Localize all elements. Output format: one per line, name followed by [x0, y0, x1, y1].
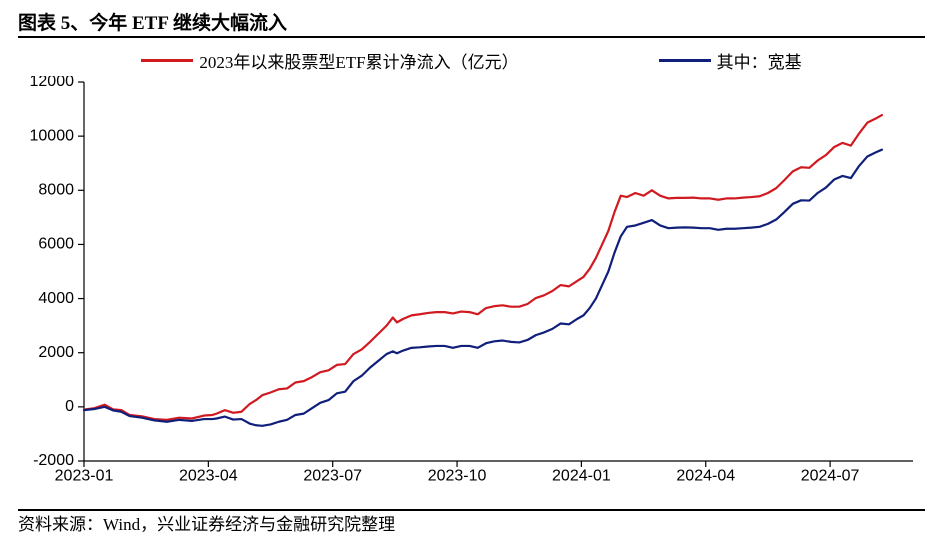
figure-container: 图表 5、今年 ETF 继续大幅流入 2023年以来股票型ETF累计净流入（亿元… — [0, 0, 943, 541]
title-rule — [18, 36, 925, 38]
source-text: 资料来源：Wind，兴业证券经济与金融研究院整理 — [18, 510, 395, 535]
svg-text:12000: 12000 — [30, 76, 75, 90]
svg-text:2023-07: 2023-07 — [303, 467, 362, 484]
svg-text:2024-04: 2024-04 — [676, 467, 735, 484]
svg-text:2024-01: 2024-01 — [552, 467, 611, 484]
plot-area: -20000200040006000800010000120002023-012… — [18, 76, 925, 491]
legend: 2023年以来股票型ETF累计净流入（亿元） 其中：宽基 — [0, 48, 943, 73]
chart-title: 图表 5、今年 ETF 继续大幅流入 — [18, 8, 287, 35]
legend-item-total: 2023年以来股票型ETF累计净流入（亿元） — [141, 48, 518, 73]
chart-svg: -20000200040006000800010000120002023-012… — [18, 76, 925, 491]
svg-text:10000: 10000 — [30, 127, 75, 144]
svg-text:6000: 6000 — [38, 236, 74, 253]
legend-swatch-total — [141, 59, 193, 62]
svg-text:4000: 4000 — [38, 290, 74, 307]
legend-item-broad: 其中：宽基 — [659, 48, 802, 73]
legend-label-total: 2023年以来股票型ETF累计净流入（亿元） — [199, 48, 518, 73]
svg-text:2000: 2000 — [38, 344, 74, 361]
svg-text:0: 0 — [65, 398, 74, 415]
svg-text:2024-07: 2024-07 — [801, 467, 860, 484]
svg-text:2023-10: 2023-10 — [428, 467, 487, 484]
legend-label-broad: 其中：宽基 — [717, 48, 802, 73]
svg-text:2023-01: 2023-01 — [55, 467, 114, 484]
legend-swatch-broad — [659, 59, 711, 62]
svg-text:2023-04: 2023-04 — [179, 467, 238, 484]
svg-text:8000: 8000 — [38, 182, 74, 199]
